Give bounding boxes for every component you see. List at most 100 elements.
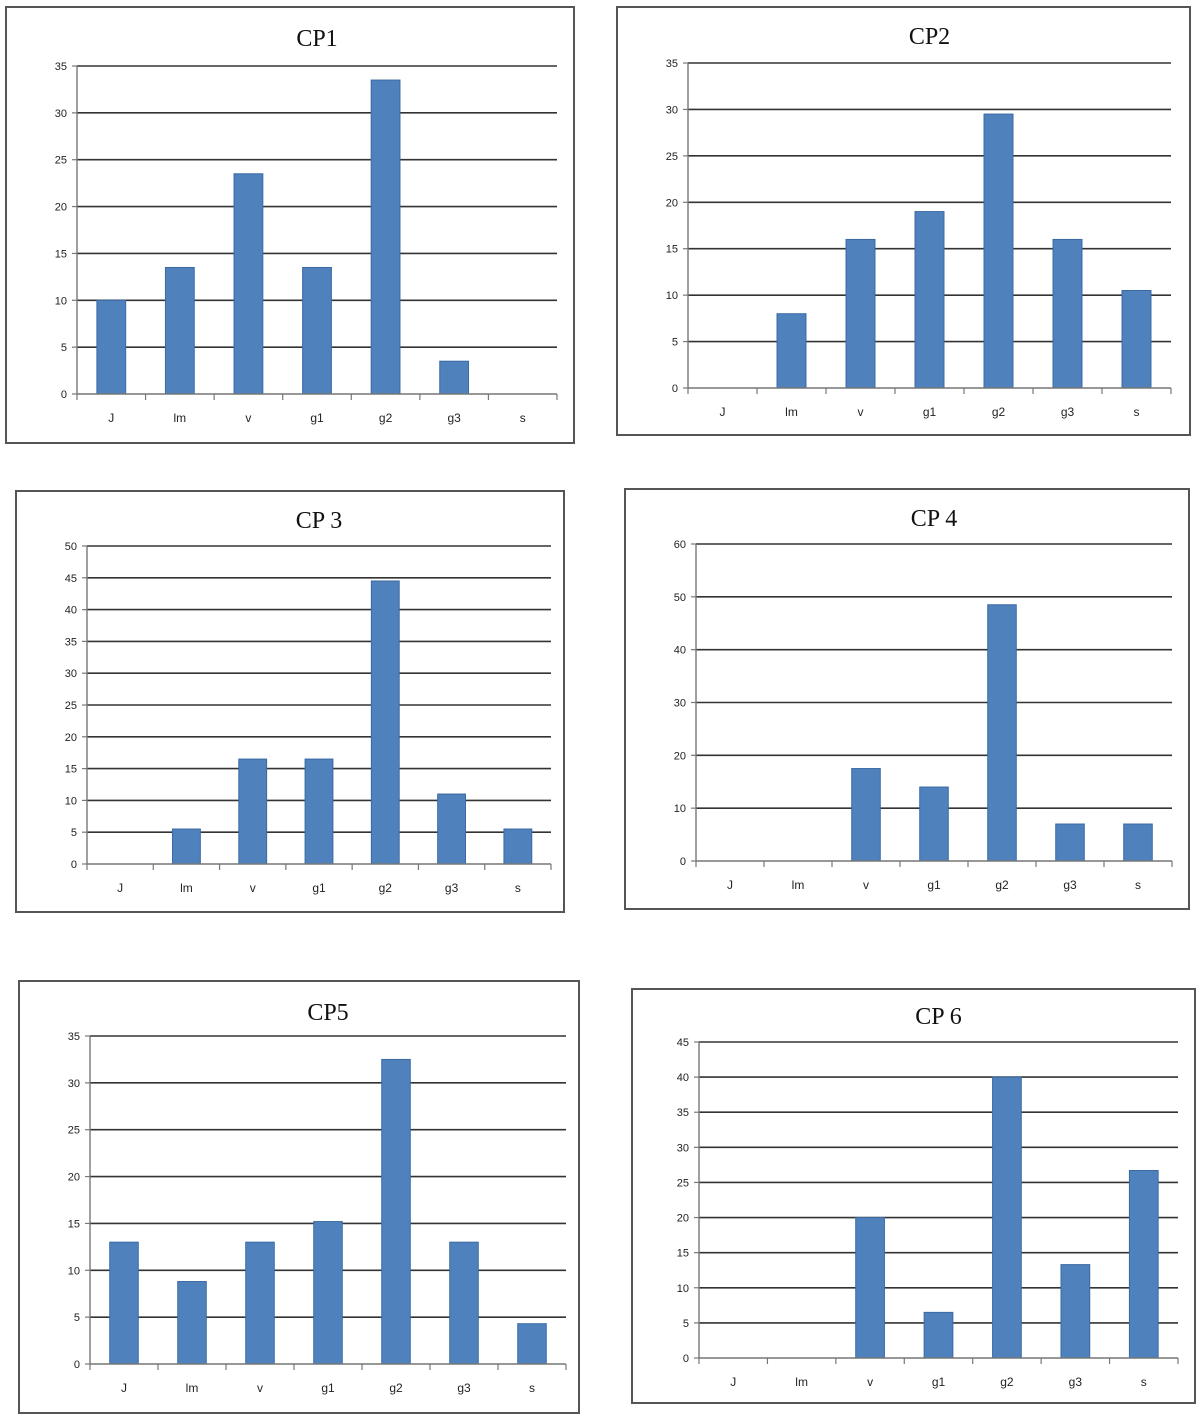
y-tick-label: 15 [666,244,678,256]
y-tick-label: 5 [71,827,77,839]
x-category-label: g2 [379,881,393,895]
y-tick-label: 45 [677,1037,689,1049]
bar-v [245,1241,275,1365]
x-category-label: g3 [1069,1375,1083,1389]
y-tick-label: 30 [677,1142,689,1154]
x-category-label: v [867,1375,873,1389]
bar-g1 [919,786,949,862]
x-category-label: g2 [379,411,393,425]
y-tick-label: 10 [674,803,686,815]
y-tick-label: 10 [677,1283,689,1295]
x-category-label: g1 [927,878,941,892]
y-tick-label: 0 [74,1359,80,1371]
x-category-label: J [727,878,733,892]
bar-g1 [914,211,945,389]
x-category-label: s [515,881,521,895]
y-tick-label: 15 [677,1248,689,1260]
y-tick-label: 25 [677,1177,689,1189]
bar-g3 [449,1241,479,1365]
x-category-label: s [1141,1375,1147,1389]
x-category-label: J [730,1375,736,1389]
y-tick-label: 20 [65,732,77,744]
chart-title: CP1 [296,26,337,52]
y-tick-label: 60 [674,539,686,551]
chart-title: CP 3 [296,508,342,534]
bar-lm [776,313,807,389]
bar-chart-cp1: CP1 0 5 10 15 20 25 30 35 J lm v g1 g2 g3 s [55,26,558,425]
bar-s [503,828,533,865]
y-tick-label: 0 [680,856,686,868]
chart-title: CP5 [307,1000,348,1026]
y-tick-label: 30 [65,668,77,680]
y-tick-label: 25 [65,700,77,712]
bar-g2 [370,580,400,865]
x-category-label: lm [792,878,805,892]
bar-g2 [983,113,1014,389]
x-category-label: g3 [447,411,461,425]
y-tick-label: 5 [683,1318,689,1330]
x-category-label: g3 [445,881,459,895]
x-category-label: J [117,881,123,895]
x-category-label: v [858,405,864,419]
x-category-label: g2 [992,405,1006,419]
y-tick-label: 25 [666,151,678,163]
bar-s [517,1323,547,1365]
chart-title: CP 6 [915,1004,961,1030]
x-category-label: lm [186,1381,199,1395]
x-category-label: v [863,878,869,892]
y-tick-label: 35 [666,58,678,70]
bar-lm [172,828,201,865]
y-tick-label: 0 [672,383,678,395]
bar-g3 [1052,238,1083,389]
x-category-label: v [250,881,256,895]
bar-g1 [302,266,332,395]
x-category-label: lm [174,411,187,425]
y-tick-label: 20 [666,197,678,209]
bar-g1 [304,758,334,865]
bar-lm [164,266,195,395]
bar-chart-cp5: CP5 0 5 10 15 20 25 30 35 J lm v g1 g2 g3 s [68,1000,567,1395]
x-category-label: g2 [1000,1375,1014,1389]
x-category-label: lm [795,1375,808,1389]
y-tick-label: 50 [65,541,77,553]
y-tick-label: 5 [672,337,678,349]
y-tick-label: 20 [55,202,67,214]
x-category-label: g1 [312,881,326,895]
bar-g2 [370,79,401,395]
y-tick-label: 30 [666,104,678,116]
bar-J [96,299,127,395]
y-tick-label: 0 [71,859,77,871]
chart-title: CP 4 [911,506,957,532]
y-tick-label: 20 [677,1213,689,1225]
bar-g1 [923,1311,954,1359]
x-category-label: v [245,411,251,425]
bar-g1 [313,1221,343,1365]
y-tick-label: 10 [55,295,67,307]
bar-lm [177,1281,207,1365]
bar-g3 [439,360,470,395]
y-tick-label: 0 [683,1353,689,1365]
y-tick-label: 15 [55,248,67,260]
y-tick-label: 25 [68,1125,80,1137]
bar-g3 [437,793,466,865]
bar-g2 [992,1076,1022,1359]
x-category-label: g3 [1063,878,1077,892]
bar-v [851,768,881,862]
x-category-label: J [121,1381,127,1395]
bar-v [845,238,876,389]
y-tick-label: 10 [666,290,678,302]
y-tick-label: 45 [65,573,77,585]
bar-s [1128,1170,1159,1359]
y-tick-label: 10 [68,1265,80,1277]
y-tick-label: 35 [55,61,67,73]
x-category-label: J [720,405,726,419]
x-category-label: g1 [923,405,937,419]
y-tick-label: 15 [65,764,77,776]
bar-J [109,1241,139,1365]
x-category-label: lm [180,881,193,895]
bar-s [1121,290,1152,389]
x-category-label: s [520,411,526,425]
bar-g3 [1060,1264,1091,1359]
